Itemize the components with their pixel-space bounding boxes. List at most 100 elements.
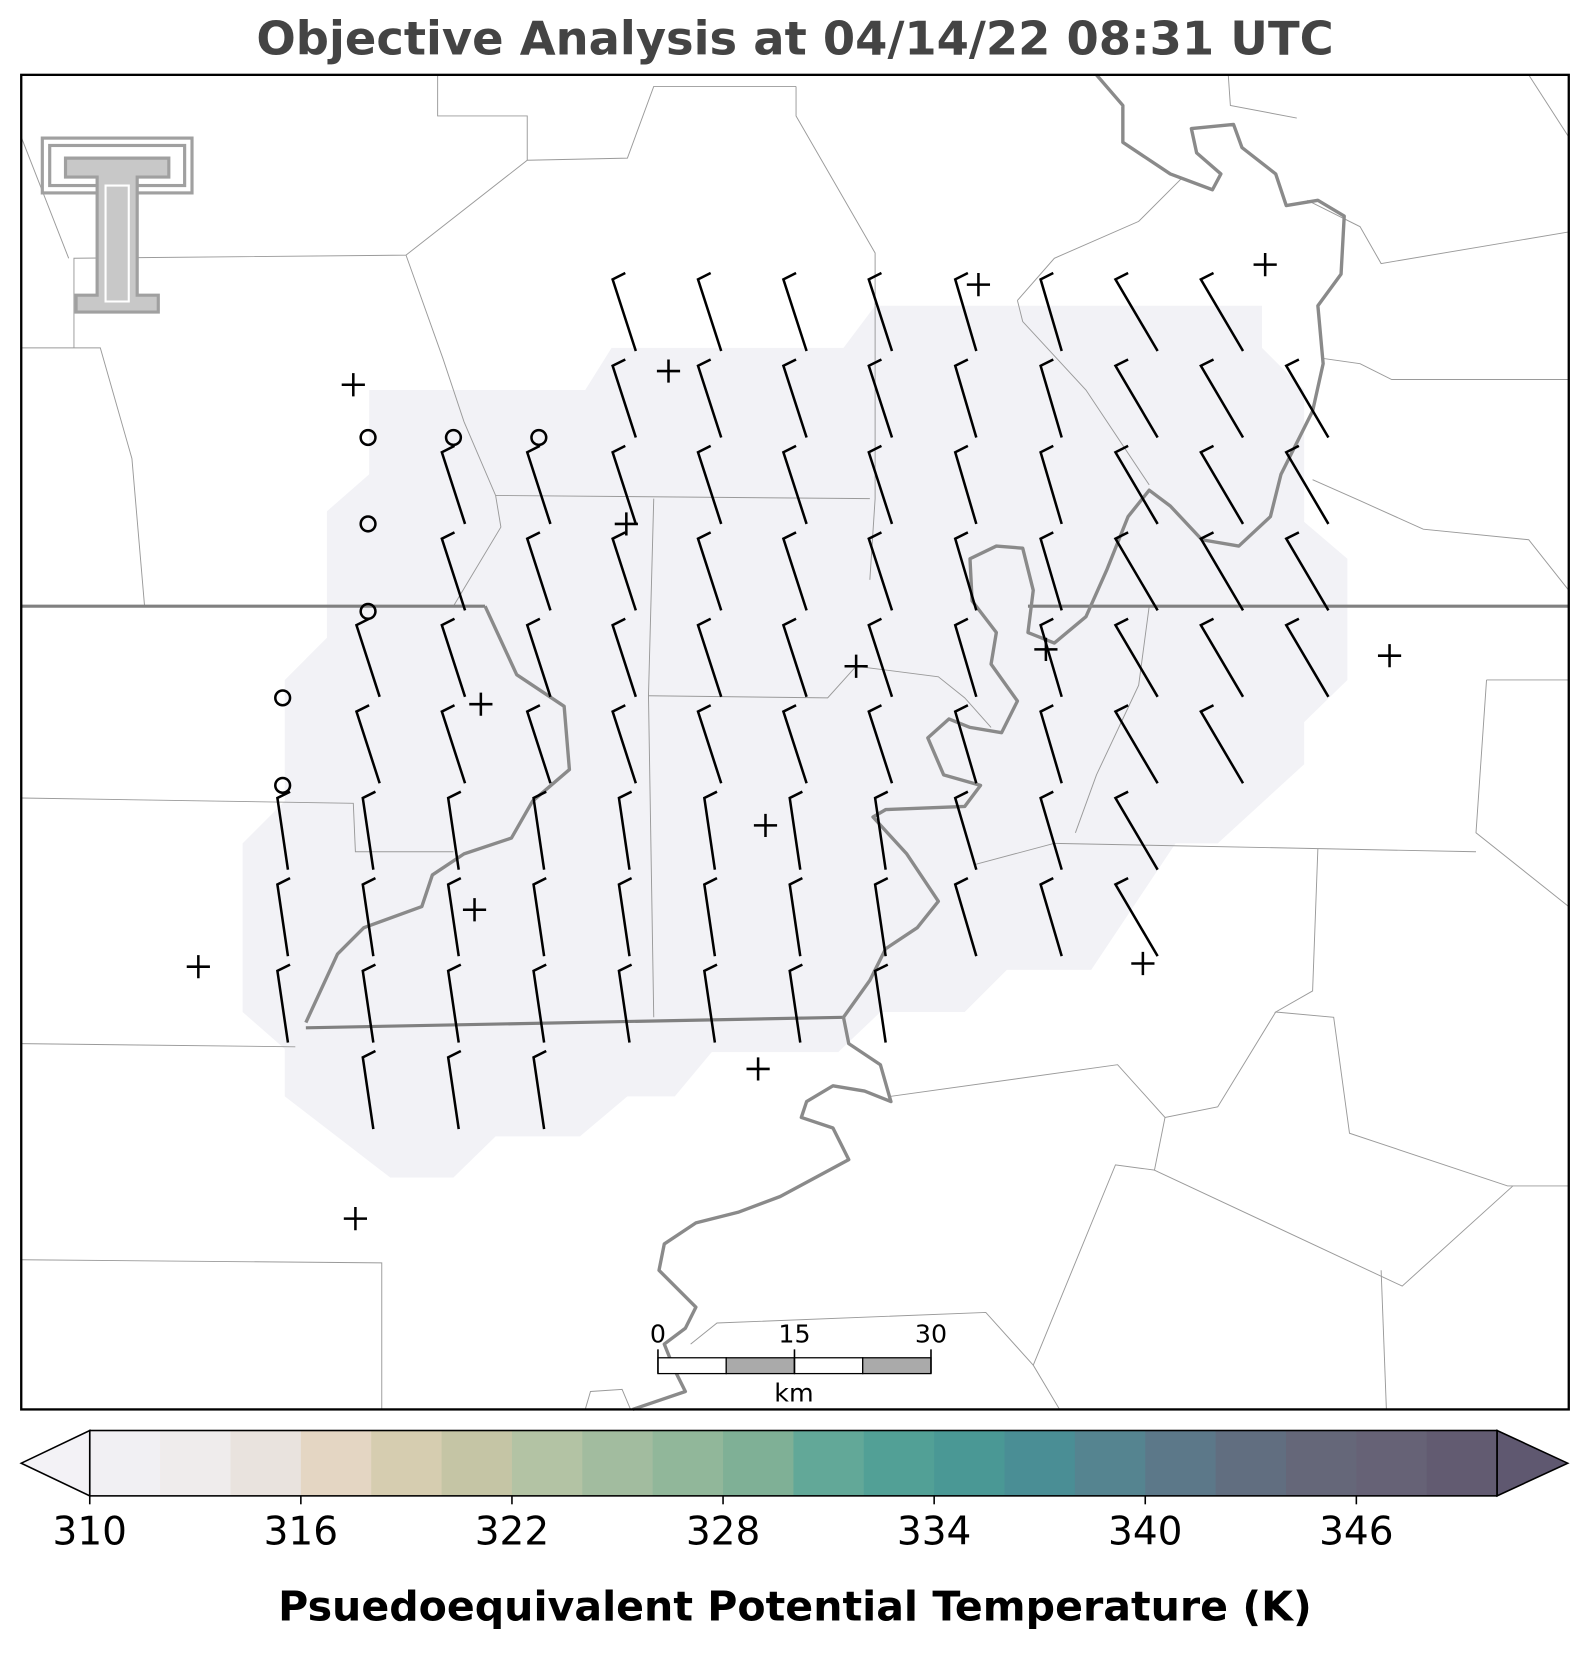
colorbar: Psuedoequivalent Potential Temperature (… <box>19 1429 1570 1631</box>
county-line <box>437 74 528 161</box>
wind-barb <box>446 1049 462 1130</box>
wind-barb <box>781 358 808 438</box>
wind-barb <box>696 531 723 611</box>
county-line <box>584 1388 631 1410</box>
colorbar-segment <box>511 1430 583 1496</box>
wind-barb <box>1113 531 1159 612</box>
colorbar-extend-low <box>19 1429 91 1498</box>
wind-barb <box>788 790 803 870</box>
county-line <box>1074 606 1150 833</box>
wind-barb <box>1039 531 1063 611</box>
wind-barb <box>1113 704 1159 784</box>
wind-barb <box>532 963 547 1043</box>
wind-barb <box>788 963 803 1043</box>
county-line <box>21 1043 296 1048</box>
wind-barb <box>1284 531 1330 612</box>
wind-barb <box>611 617 638 698</box>
county-line <box>869 305 876 580</box>
wind-barb <box>788 876 803 957</box>
wind-barb <box>446 876 462 957</box>
wind-barb <box>1113 358 1159 439</box>
colorbar-tick-label: 334 <box>897 1509 971 1554</box>
wind-barb <box>781 531 808 611</box>
calm-station <box>530 428 548 447</box>
analysis-area <box>242 305 1348 1178</box>
wind-barb <box>1284 444 1330 525</box>
colorbar-segment <box>441 1430 513 1496</box>
scale-tick-label: 30 <box>915 1320 947 1349</box>
county-line <box>21 1259 383 1410</box>
wind-barb <box>702 790 718 870</box>
wind-barb <box>953 358 978 438</box>
wind-barb <box>440 531 467 611</box>
wind-barb <box>361 876 377 957</box>
map-frame <box>20 73 1570 1411</box>
colorbar-segment <box>371 1430 443 1496</box>
station-plus <box>343 1207 368 1231</box>
wind-barb <box>696 271 723 352</box>
county-lines <box>20 74 1570 1410</box>
colorbar-segment <box>1145 1430 1217 1496</box>
county-line <box>405 254 502 607</box>
wind-barb <box>361 963 377 1043</box>
wind-barb <box>617 963 633 1043</box>
wind-barb <box>781 617 808 698</box>
wind-barb <box>1284 358 1330 439</box>
calm-station <box>359 602 377 621</box>
wind-barb <box>1113 790 1159 871</box>
station-markers <box>186 253 1402 1231</box>
wind-barb <box>1039 790 1063 871</box>
wind-barb <box>440 617 467 698</box>
wind-barb <box>1199 617 1245 698</box>
scale-unit: km <box>774 1379 813 1408</box>
wind-barb <box>873 876 889 957</box>
wind-barb <box>276 876 291 957</box>
wind-barb <box>867 271 894 352</box>
wind-barb <box>953 271 978 352</box>
county-line <box>21 797 454 853</box>
wind-barb <box>361 790 377 870</box>
river <box>632 73 1346 1412</box>
colorbar-tick-label: 322 <box>475 1509 549 1554</box>
calm-station <box>444 428 463 447</box>
wind-barb <box>1199 358 1245 439</box>
calm-station <box>359 428 377 447</box>
wind-barb <box>525 704 552 784</box>
county-line <box>890 1011 1277 1118</box>
station-plus <box>746 1057 770 1081</box>
calm-station <box>359 515 377 533</box>
county-line <box>1032 1117 1166 1410</box>
wind-barb <box>611 271 638 352</box>
wind-barb <box>696 444 723 525</box>
wind-barb <box>611 444 638 525</box>
station-plus <box>1131 951 1155 976</box>
wind-barb <box>1039 444 1063 525</box>
colorbar-outline <box>88 1429 1498 1497</box>
wind-barb <box>702 876 718 957</box>
wind-barb <box>696 704 723 784</box>
station-plus <box>341 373 365 397</box>
station-plus <box>844 654 868 678</box>
county-line <box>1312 479 1570 591</box>
logo <box>40 136 194 314</box>
county-line <box>73 85 797 348</box>
station-plus <box>186 955 210 979</box>
colorbar-label: Psuedoequivalent Potential Temperature (… <box>278 1583 1312 1631</box>
wind-barb <box>617 790 633 870</box>
county-line <box>1475 679 1570 907</box>
county-line <box>1274 848 1569 1187</box>
scale-segment <box>793 1357 864 1375</box>
county-line <box>1380 1270 1387 1410</box>
county-line <box>21 347 146 607</box>
wind-barb <box>1199 271 1245 352</box>
wind-barb <box>611 358 638 438</box>
colorbar-tick-label: 340 <box>1108 1509 1182 1554</box>
county-line <box>1017 178 1182 301</box>
wind-barb <box>873 790 889 870</box>
county-line <box>1016 300 1150 486</box>
state-border <box>305 1015 844 1030</box>
station-plus <box>656 359 681 383</box>
wind-barb <box>867 358 894 438</box>
colorbar-segment <box>863 1430 935 1496</box>
